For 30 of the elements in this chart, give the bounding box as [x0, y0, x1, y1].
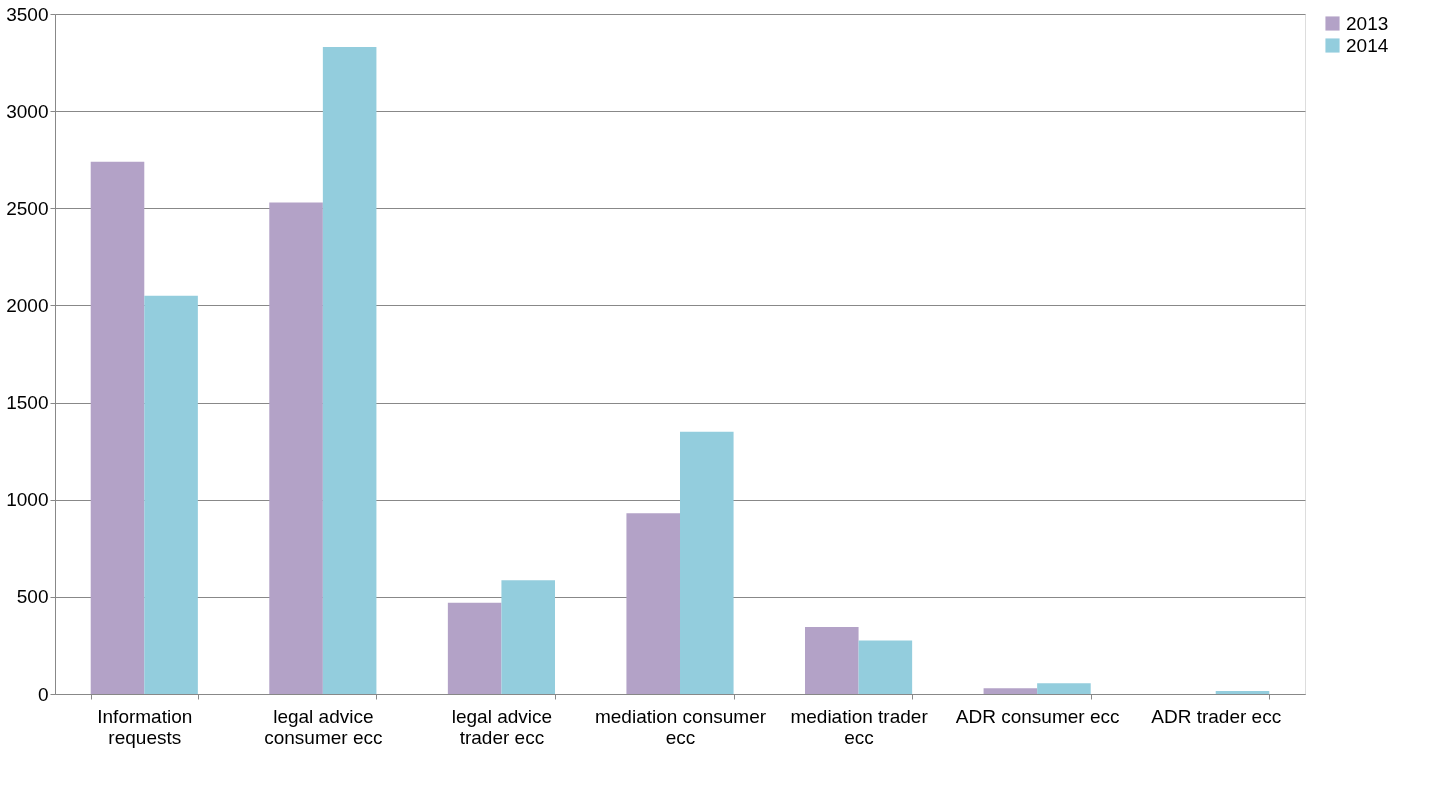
bar	[858, 640, 913, 694]
y-tick-label: 3000	[6, 100, 49, 122]
x-tick-label: legal advice trader ecc	[451, 705, 553, 748]
bar	[680, 431, 734, 694]
legend-label: 2014	[1346, 34, 1389, 56]
bar	[501, 580, 555, 694]
bar	[90, 161, 145, 694]
bar	[626, 513, 680, 694]
y-tick-label: 500	[16, 586, 49, 608]
x-tick-label: ADR consumer ecc	[955, 705, 1120, 727]
y-tick-label: 2500	[6, 197, 49, 219]
bar	[1215, 691, 1270, 694]
y-tick-label: 2000	[6, 294, 49, 316]
bar	[144, 295, 198, 694]
legend-label: 2013	[1346, 12, 1389, 34]
x-tick-label: legal advice consumer ecc	[264, 705, 383, 748]
y-tick-label: 1000	[6, 489, 49, 511]
x-tick-label: Information requests	[97, 705, 193, 748]
x-tick-label: mediation trader ecc	[790, 705, 929, 748]
bar	[447, 602, 502, 694]
bar	[805, 626, 859, 694]
bar	[269, 202, 323, 694]
y-tick-label: 0	[37, 683, 49, 705]
bar	[983, 688, 1038, 694]
bar	[322, 47, 377, 694]
x-tick-label: mediation consumer ecc	[594, 705, 767, 748]
x-tick-label: ADR trader ecc	[1151, 705, 1282, 727]
y-tick-label: 3500	[6, 3, 49, 25]
y-tick-label: 1500	[6, 392, 49, 414]
bar	[1037, 683, 1091, 694]
